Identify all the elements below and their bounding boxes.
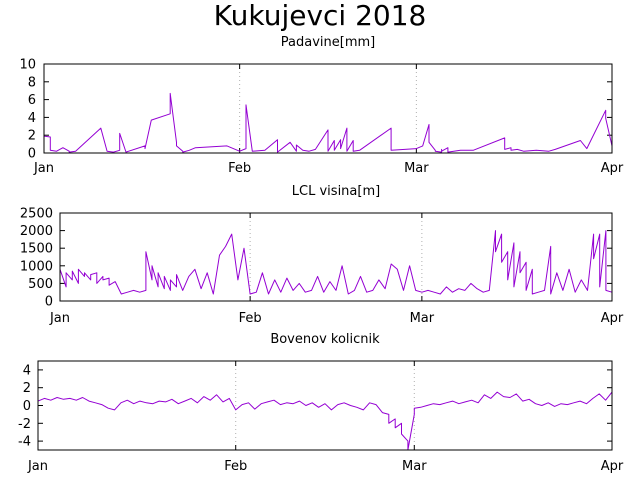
y-tick-label: 4 <box>23 363 31 378</box>
x-tick-label: Apr <box>601 311 624 326</box>
panel-title: LCL visina[m] <box>292 184 380 199</box>
y-tick-label: 2000 <box>20 224 53 239</box>
x-tick-label: Jan <box>49 311 70 326</box>
chart-panels: Padavine[mm] Jan Feb Mar Apr 0 2 4 6 8 10 LCL visin… <box>18 35 624 474</box>
chart-panel-3: Bovenov kolicnik Jan Feb Mar Apr -4 -2 0 2 4 <box>18 332 624 474</box>
figure-title: Kukujevci 2018 <box>214 0 427 32</box>
panel-title: Padavine[mm] <box>281 35 375 50</box>
series-line <box>43 92 613 153</box>
series-line <box>37 391 613 451</box>
y-tick-label: 2 <box>23 381 31 396</box>
y-tick-label: 2500 <box>20 207 53 222</box>
plot-frame <box>37 360 613 451</box>
x-tick-label: Jan <box>27 459 48 474</box>
chart-panel-1: Padavine[mm] Jan Feb Mar Apr 0 2 4 6 8 10 <box>19 35 623 176</box>
y-tick-label: 6 <box>28 93 36 108</box>
x-tick-label: Jan <box>33 161 54 176</box>
x-tick-label: Feb <box>224 459 247 474</box>
y-tick-label: 8 <box>28 75 36 90</box>
y-tick-label: 0 <box>45 295 53 310</box>
x-tick-label: Apr <box>601 161 624 176</box>
x-tick-label: Mar <box>402 459 427 474</box>
x-tick-label: Feb <box>239 311 262 326</box>
y-tick-label: 500 <box>28 277 53 292</box>
y-tick-label: 1000 <box>20 259 53 274</box>
y-tick-label: 2 <box>28 129 36 144</box>
y-tick-label: -2 <box>18 417 31 432</box>
plot-frame <box>59 212 613 302</box>
y-tick-label: 0 <box>28 147 36 162</box>
x-tick-label: Mar <box>404 161 429 176</box>
y-tick-label: 10 <box>19 58 36 73</box>
x-tick-label: Mar <box>410 311 435 326</box>
y-tick-label: 1500 <box>20 242 53 257</box>
panel-title: Bovenov kolicnik <box>270 332 380 347</box>
y-tick-label: 0 <box>23 399 31 414</box>
x-tick-label: Feb <box>228 161 251 176</box>
plot-frame <box>43 63 613 154</box>
y-tick-label: -4 <box>18 435 31 450</box>
series-line <box>59 230 613 295</box>
y-tick-label: 4 <box>28 111 36 126</box>
x-tick-label: Apr <box>601 459 624 474</box>
chart-panel-2: LCL visina[m] Jan Feb Mar Apr 0 500 1000 1500 200… <box>20 184 624 326</box>
